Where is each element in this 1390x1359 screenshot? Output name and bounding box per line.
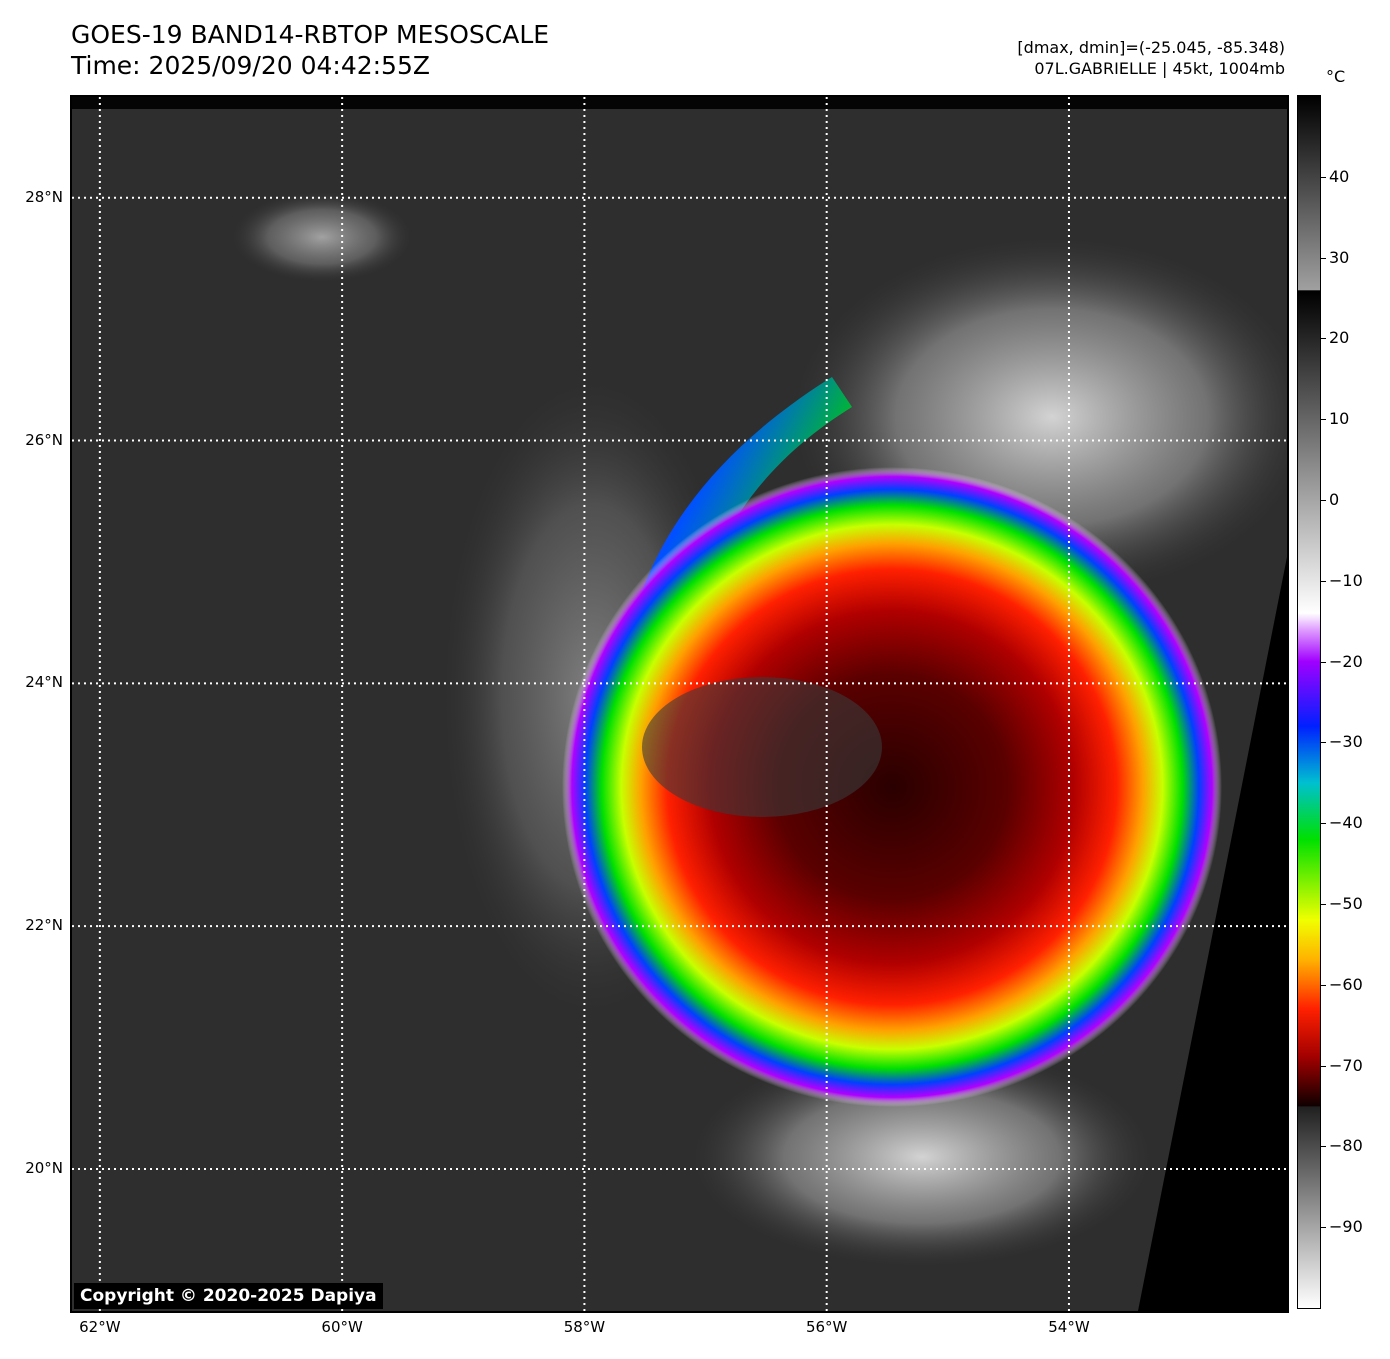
chart-time: Time: 2025/09/20 04:42:55Z xyxy=(71,51,430,80)
colorbar-tick-label: 0 xyxy=(1329,490,1340,509)
colorbar-tick xyxy=(1320,500,1326,501)
lat-tick-label: 22°N xyxy=(25,916,63,935)
colorbar-tick xyxy=(1320,1065,1326,1067)
lon-tick-label: 54°W xyxy=(1048,1318,1090,1336)
colorbar-tick-label: −50 xyxy=(1329,894,1363,913)
colorbar-tick-label: 40 xyxy=(1329,166,1350,186)
colorbar-tick xyxy=(1320,580,1326,582)
colorbar-tick-label: −30 xyxy=(1329,732,1363,752)
northwest-clouds xyxy=(232,192,412,282)
colorbar-tick-label: −60 xyxy=(1329,974,1363,994)
colorbar-tick-label: −90 xyxy=(1329,1217,1363,1237)
colorbar-tick-label: −80 xyxy=(1329,1136,1363,1156)
satellite-map: Copyright © 2020-2025 Dapiya xyxy=(70,95,1289,1313)
colorbar-tick-label: −40 xyxy=(1329,813,1363,833)
storm-center xyxy=(642,677,882,817)
lat-tick-label: 20°N xyxy=(25,1158,63,1177)
lon-tick-label: 60°W xyxy=(321,1318,363,1336)
colorbar-tick-label: 20 xyxy=(1329,328,1350,348)
colorbar-tick-label: 10 xyxy=(1329,409,1350,429)
chart-title: GOES-19 BAND14-RBTOP MESOSCALE xyxy=(71,20,550,49)
low-cloud-field xyxy=(692,1047,1152,1267)
colorbar-tick-label: −20 xyxy=(1329,651,1363,671)
copyright-label: Copyright © 2020-2025 Dapiya xyxy=(74,1283,383,1309)
top-edge-band xyxy=(72,97,1287,109)
colorbar-tick xyxy=(1320,823,1326,825)
colorbar-tick xyxy=(1320,419,1326,421)
lat-tick-label: 24°N xyxy=(25,673,63,692)
colorbar-unit: °C xyxy=(1326,67,1346,86)
colorbar-tick xyxy=(1320,742,1326,744)
no-data-wedge xyxy=(1138,557,1287,1311)
colorbar xyxy=(1297,95,1321,1309)
lon-tick-label: 56°W xyxy=(805,1318,848,1336)
colorbar-tick xyxy=(1320,257,1326,259)
colorbar-tick-label: 30 xyxy=(1329,247,1350,267)
colorbar-tick-label: −10 xyxy=(1329,570,1363,590)
lat-tick-label: 26°N xyxy=(25,430,63,449)
colorbar-tick xyxy=(1320,904,1326,905)
colorbar-gradient xyxy=(1298,96,1320,1308)
storm-name-text: 07L.GABRIELLE | 45kt, 1004mb xyxy=(1034,59,1285,78)
colorbar-tick xyxy=(1320,338,1326,340)
data-range-text: [dmax, dmin]=(-25.045, -85.348) xyxy=(1017,38,1285,57)
colorbar-tick xyxy=(1320,176,1326,178)
lon-tick-label: 58°W xyxy=(563,1318,606,1336)
lon-tick-label: 62°W xyxy=(79,1318,121,1336)
colorbar-tick xyxy=(1320,1227,1326,1229)
colorbar-tick xyxy=(1320,661,1326,663)
colorbar-tick xyxy=(1320,984,1326,986)
storm-cloud-tops xyxy=(562,467,1222,1107)
colorbar-fill xyxy=(1298,96,1320,1308)
colorbar-tick-label: −70 xyxy=(1329,1055,1363,1075)
storm-info: [dmax, dmin]=(-25.045, -85.348) 07L.GABR… xyxy=(1017,37,1285,79)
colorbar-tick xyxy=(1320,1146,1326,1148)
satellite-imagery xyxy=(72,97,1287,1311)
lat-tick-label: 28°N xyxy=(25,187,63,206)
